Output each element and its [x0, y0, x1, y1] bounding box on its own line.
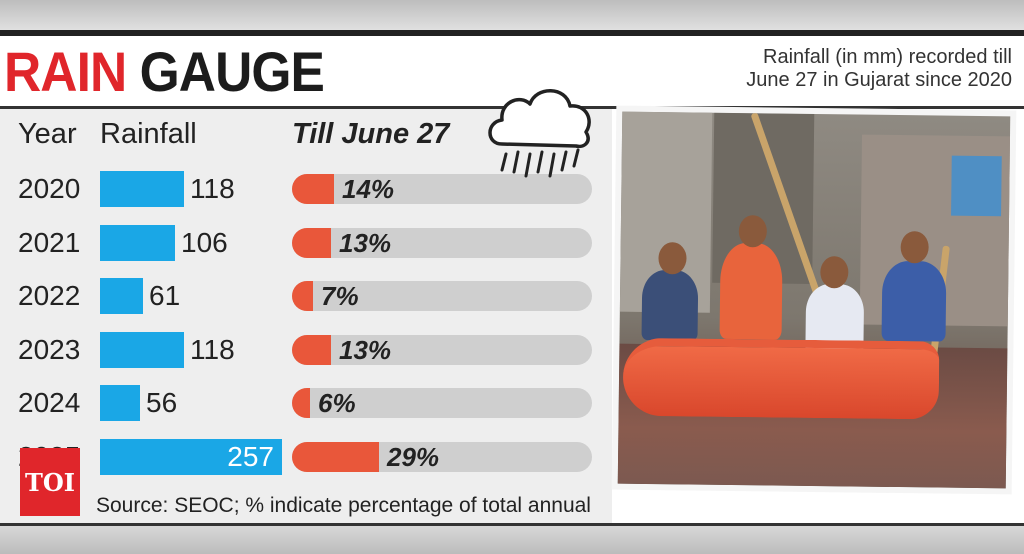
rainfall-bar: [100, 224, 175, 261]
percent-fill: [292, 227, 331, 258]
rescue-boat-photo: [611, 105, 1017, 495]
title-part-gauge: GAUGE: [139, 40, 325, 103]
subtitle-line-1: Rainfall (in mm) recorded till: [763, 46, 1012, 68]
rainfall-bar: [100, 278, 143, 314]
percent-label: 13%: [339, 227, 392, 258]
year-label: 2021: [18, 226, 81, 258]
rainfall-value: 257: [227, 440, 274, 472]
photo-rescuer-orange: [719, 242, 783, 340]
percent-fill: [292, 441, 379, 472]
percent-track: [292, 227, 592, 258]
rainfall-value: 118: [190, 173, 235, 204]
percent-track: [292, 334, 592, 365]
toi-logo: TOI: [20, 448, 80, 516]
rainfall-bar: [100, 331, 184, 368]
percent-label: 29%: [387, 441, 440, 472]
percent-track: [292, 174, 592, 204]
subtitle: Rainfall (in mm) recorded till June 27 i…: [746, 46, 1012, 92]
rainfall-value: 61: [149, 280, 181, 311]
year-label: 2020: [18, 173, 81, 204]
percent-fill: [292, 281, 313, 311]
column-head-till: Till June 27: [292, 118, 450, 150]
percent-label: 14%: [342, 174, 395, 204]
percent-track: [292, 388, 592, 418]
photo-head: [820, 256, 849, 289]
photo-signboard: [951, 155, 1002, 217]
column-head-year: Year: [18, 118, 77, 150]
top-rule: [0, 30, 1024, 36]
bottom-rule: [0, 523, 1024, 527]
photo-boat: [622, 337, 940, 420]
rainfall-bar: [100, 438, 282, 475]
percent-label: 13%: [339, 334, 392, 365]
percent-track: [292, 281, 592, 311]
year-label: 2024: [18, 387, 81, 418]
top-strip: [0, 0, 1024, 30]
rainfall-value: 56: [146, 387, 178, 418]
year-label: 2022: [18, 280, 81, 311]
rainfall-bar: [100, 385, 140, 421]
page-title: RAIN GAUGE: [4, 40, 325, 103]
column-head-rainfall: Rainfall: [100, 118, 197, 150]
chart-area: Year Rainfall Till June 27 2020 118 14% 202…: [0, 109, 612, 489]
rainfall-value: 118: [190, 333, 235, 365]
infographic-panel: RAIN GAUGE Rainfall (in mm) recorded til…: [0, 36, 1024, 547]
percent-fill: [292, 174, 334, 204]
subtitle-line-2: June 27 in Gujarat since 2020: [746, 69, 1012, 91]
rainfall-value: 106: [181, 226, 228, 258]
title-part-rain: RAIN: [4, 40, 127, 103]
photo-scene: [617, 111, 1011, 489]
rainfall-bar: [100, 171, 184, 207]
percent-fill: [292, 388, 310, 418]
bottom-strip: [0, 526, 1024, 554]
photo-rescuer-left: [641, 269, 699, 341]
percent-label: 7%: [321, 281, 359, 311]
percent-fill: [292, 334, 331, 365]
toi-logo-text: TOI: [25, 467, 75, 497]
year-label: 2023: [18, 333, 81, 365]
percent-label: 6%: [318, 388, 356, 418]
rain-cloud-icon: [488, 89, 591, 178]
photo-rescuer-blue: [881, 260, 947, 342]
footer: Source: SEOC; % indicate percentage of t…: [0, 489, 612, 547]
